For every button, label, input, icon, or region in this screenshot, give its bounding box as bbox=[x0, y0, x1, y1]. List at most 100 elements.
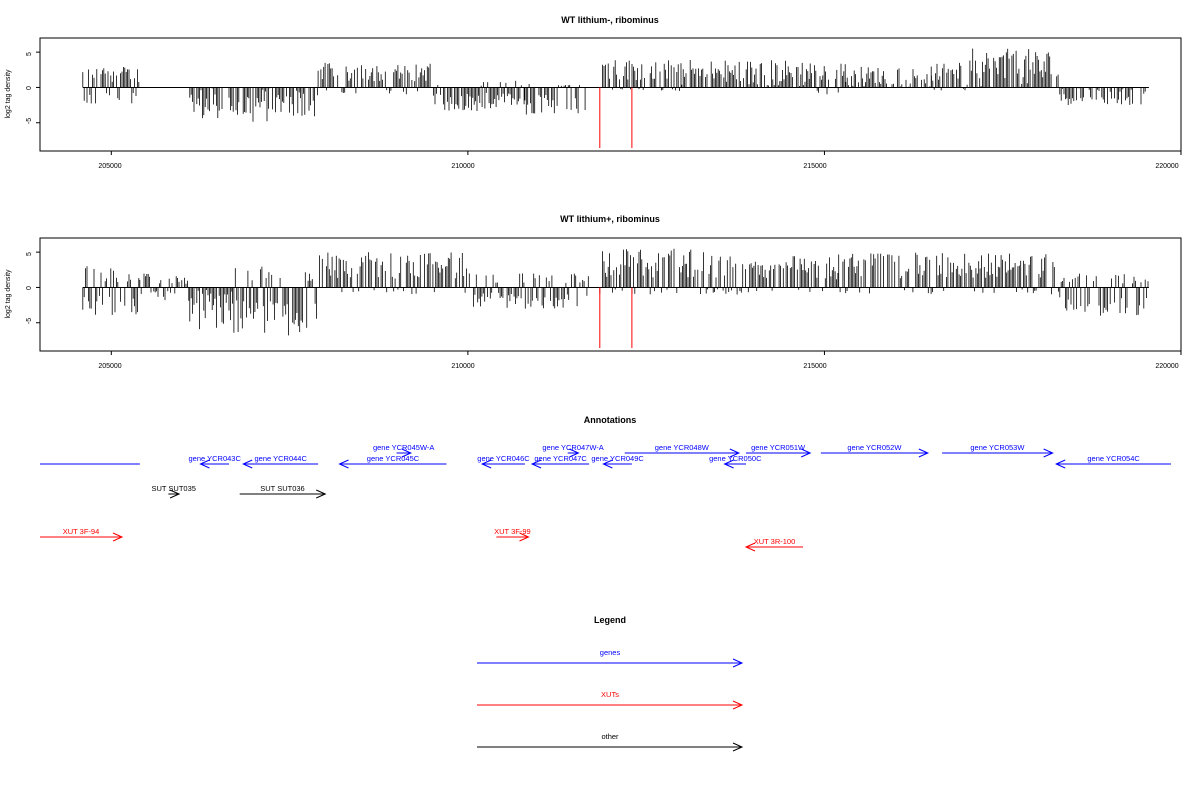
panel-title: WT lithium+, ribominus bbox=[560, 214, 660, 224]
feature-sut-sut035: SUT SUT035 bbox=[151, 484, 196, 499]
x-tick-label: 220000 bbox=[1155, 163, 1178, 170]
feature-sut-sut036: SUT SUT036 bbox=[239, 484, 327, 499]
annotations-title: Annotations bbox=[584, 415, 637, 425]
annotations-track: Annotations gene YCR043C gene YCR044C gene… bbox=[40, 415, 1171, 552]
x-tick-label: 205000 bbox=[98, 163, 121, 170]
legend-entry: other bbox=[477, 732, 744, 752]
feature-label: gene YCR052W bbox=[847, 443, 902, 452]
arrow-head bbox=[338, 459, 349, 469]
feature-gene-ycr053w: gene YCR053W bbox=[942, 443, 1054, 458]
feature-gene-ycr043c: gene YCR043C bbox=[188, 454, 241, 469]
feature-label: gene YCR053W bbox=[970, 443, 1025, 452]
feature-label: gene YCR051W bbox=[751, 443, 806, 452]
x-tick-labels: 205000 210000 215000 220000 bbox=[98, 163, 1178, 170]
panel-title: WT lithium-, ribominus bbox=[561, 15, 659, 25]
feature-xut-3f-94: XUT 3F-94 bbox=[40, 527, 124, 542]
arrow-head bbox=[918, 448, 930, 458]
x-tick-label: 215000 bbox=[803, 163, 826, 170]
x-tick-label: 210000 bbox=[451, 163, 474, 170]
y-axis-label: log2 tag density bbox=[5, 69, 12, 119]
track-panel-lithium-minus: WT lithium-, ribominus log2 tag density … bbox=[5, 15, 1182, 170]
feature-gene-ycr051w: gene YCR051W bbox=[745, 443, 812, 458]
feature-label: gene YCR047W-A bbox=[542, 443, 603, 452]
feature-label: gene YCR045W-A bbox=[373, 443, 434, 452]
axis-ticks bbox=[36, 251, 1182, 355]
feature-gene-ycr045w-a: gene YCR045W-A bbox=[373, 443, 434, 458]
y-tick-label: -5 bbox=[26, 318, 33, 324]
feature-gene-ycr045c: gene YCR045C bbox=[338, 454, 447, 469]
x-tick-label: 210000 bbox=[451, 363, 474, 370]
y-tick-label: 5 bbox=[26, 52, 33, 56]
feature-gene-ycr048w: gene YCR048W bbox=[624, 443, 741, 458]
plot-frame bbox=[39, 237, 1182, 352]
arrow-head bbox=[316, 489, 327, 499]
y-tick-label: 0 bbox=[26, 286, 33, 290]
feature-label: gene YCR043C bbox=[188, 454, 241, 463]
arrow-head bbox=[1043, 448, 1054, 458]
plot-frame bbox=[39, 37, 1182, 152]
x-tick-label: 205000 bbox=[98, 363, 121, 370]
arrow-head bbox=[199, 459, 210, 469]
x-tick-labels: 205000 210000 215000 220000 bbox=[98, 363, 1178, 370]
feature-label: SUT SUT036 bbox=[260, 484, 304, 493]
legend-label: other bbox=[601, 732, 619, 741]
signal-bars bbox=[36, 48, 1182, 155]
signal-bars bbox=[36, 248, 1182, 355]
arrow-head bbox=[744, 542, 756, 552]
feature-gene-ycr046c: gene YCR046C bbox=[477, 454, 530, 469]
feature-label: gene YCR054C bbox=[1087, 454, 1140, 463]
x-tick-label: 215000 bbox=[803, 363, 826, 370]
feature-label: XUT 3F-99 bbox=[494, 527, 531, 536]
legend-label: XUTs bbox=[601, 690, 619, 699]
y-tick-label: 0 bbox=[26, 86, 33, 90]
feature-arrows: gene YCR043C gene YCR044C gene YCR045C gene… bbox=[40, 443, 1171, 552]
arrow-head bbox=[112, 532, 124, 542]
arrow-head bbox=[732, 700, 744, 710]
axis-ticks bbox=[36, 51, 1182, 155]
arrow-head bbox=[800, 448, 812, 458]
legend: Legend genes XUTs other bbox=[477, 615, 744, 752]
arrow-head bbox=[242, 459, 253, 469]
legend-entry: XUTs bbox=[477, 690, 744, 710]
arrow-head bbox=[401, 448, 413, 458]
feature-label: gene YCR048W bbox=[655, 443, 710, 452]
feature-xut-3f-99: XUT 3F-99 bbox=[494, 527, 531, 542]
legend-title: Legend bbox=[594, 615, 626, 625]
feature-gene-ycr050c: gene YCR050C bbox=[709, 454, 762, 469]
feature-label: gene YCR049C bbox=[591, 454, 644, 463]
arrow-head bbox=[602, 459, 613, 469]
y-axis-label: log2 tag density bbox=[5, 269, 12, 319]
arrow-head bbox=[480, 459, 492, 469]
feature-gene-ycr044c: gene YCR044C bbox=[242, 454, 319, 469]
feature-xut-3r-100: XUT 3R-100 bbox=[744, 537, 804, 552]
legend-label: genes bbox=[600, 648, 621, 657]
feature-gene-ycr047c: gene YCR047C bbox=[530, 454, 590, 469]
arrow-head bbox=[169, 489, 181, 499]
arrow-head bbox=[1054, 459, 1066, 469]
track-panel-lithium-plus: WT lithium+, ribominus log2 tag density … bbox=[5, 214, 1182, 370]
feature-gene-ycr047w-a: gene YCR047W-A bbox=[542, 443, 604, 458]
arrow-head bbox=[530, 459, 542, 469]
arrow-head bbox=[723, 459, 734, 469]
y-tick-label: 5 bbox=[26, 252, 33, 256]
arrow-head bbox=[519, 532, 530, 542]
feature-gene-ycr054c: gene YCR054C bbox=[1054, 454, 1171, 469]
feature-label: XUT 3R-100 bbox=[754, 537, 796, 546]
legend-entries: genes XUTs other bbox=[477, 648, 744, 752]
feature-label: SUT SUT035 bbox=[151, 484, 195, 493]
arrow-head bbox=[732, 658, 744, 668]
feature-label: gene YCR044C bbox=[254, 454, 307, 463]
feature-gene-ycr052w: gene YCR052W bbox=[820, 443, 930, 458]
x-tick-label: 220000 bbox=[1155, 363, 1178, 370]
arrow-head bbox=[732, 742, 744, 752]
y-tick-labels: 5 0 -5 bbox=[26, 52, 33, 124]
legend-entry: genes bbox=[477, 648, 744, 668]
arrow-head bbox=[729, 448, 741, 458]
feature-label: gene YCR045C bbox=[367, 454, 420, 463]
arrow-head bbox=[569, 448, 580, 458]
feature-label: XUT 3F-94 bbox=[63, 527, 100, 536]
feature-label: gene YCR047C bbox=[534, 454, 587, 463]
feature-gene-ycr049c: gene YCR049C bbox=[591, 454, 644, 469]
y-tick-label: -5 bbox=[26, 118, 33, 124]
